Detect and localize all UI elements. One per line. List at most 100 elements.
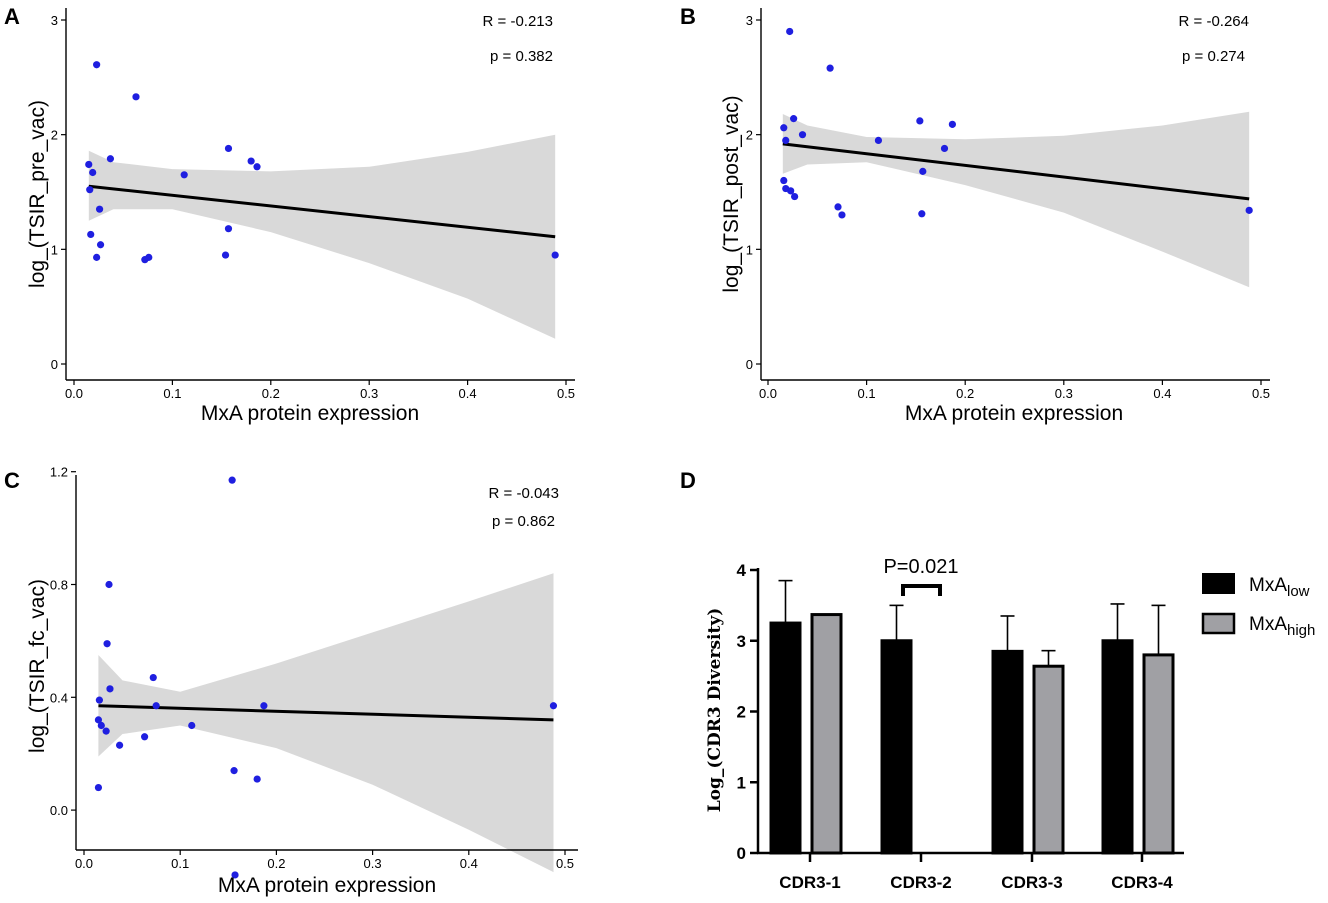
data-point <box>948 120 956 128</box>
panel-b-y-ticks: 0 1 2 3 <box>746 13 761 372</box>
data-point <box>549 702 558 710</box>
panel-b-x-ticks: 0.0 0.1 0.2 0.3 0.4 0.5 <box>759 380 1270 401</box>
panel-b-letter: B <box>680 4 696 29</box>
data-point <box>188 721 196 730</box>
data-point <box>230 767 238 775</box>
panel-d-x-ticks: CDR3-1 CDR3-2 CDR3-3 CDR3-4 <box>779 853 1173 892</box>
legend-label-high: MxAhigh <box>1249 614 1315 639</box>
panel-c-y-ticks: 0.0 0.4 0.8 1.2 <box>50 465 76 818</box>
panel-c-points <box>94 476 558 879</box>
data-point <box>89 168 97 177</box>
panel-c-r-value: R = -0.043 <box>489 485 559 502</box>
bar-y-tick-label: 2 <box>737 703 746 722</box>
bar-x-tick-label: CDR3-4 <box>1111 873 1173 892</box>
data-point <box>231 871 239 879</box>
data-point <box>94 716 103 724</box>
panel-a-x-label: MxA protein expression <box>201 402 419 425</box>
panel-c-y-label: log_(TSIR_fc_vac) <box>26 579 49 753</box>
data-point <box>919 167 927 175</box>
x-tick-label: 0.0 <box>75 856 93 871</box>
panel-c-regression-line <box>98 704 554 722</box>
data-point <box>782 136 790 144</box>
panel-a-r-value: R = -0.213 <box>483 13 553 30</box>
panel-a-y-ticks: 0 1 2 3 <box>51 13 66 372</box>
bar-x-tick-label: CDR3-2 <box>890 873 951 892</box>
x-tick-label: 0.2 <box>956 386 974 401</box>
x-tick-label: 0.3 <box>360 386 378 401</box>
panel-c-p-value: p = 0.862 <box>492 513 555 530</box>
data-point <box>106 155 115 163</box>
legend-label-high-sub: high <box>1287 622 1315 639</box>
data-point <box>87 230 95 239</box>
y-tick-label: 3 <box>746 13 753 28</box>
panel-a-ci-layer <box>88 134 556 339</box>
data-point <box>86 186 94 194</box>
x-tick-label: 0.2 <box>267 856 285 871</box>
data-point <box>916 117 924 125</box>
panel-d-y-ticks: 0 1 2 3 4 <box>737 561 758 863</box>
data-point <box>224 225 233 233</box>
x-tick-label: 0.4 <box>460 856 478 871</box>
panel-c-confidence-band <box>98 573 554 873</box>
data-point <box>1245 206 1253 214</box>
legend-label-low: MxAlow <box>1249 575 1310 600</box>
x-tick-label: 0.5 <box>1252 386 1270 401</box>
data-point <box>103 640 111 648</box>
data-point <box>786 27 794 36</box>
legend-swatch-low <box>1202 573 1235 594</box>
data-point <box>918 210 926 218</box>
panel-d-y-label: Log_(CDR3 Diversity) <box>705 608 725 813</box>
y-tick-label: 1 <box>51 242 58 257</box>
panel-a-points <box>85 61 559 264</box>
data-point <box>96 241 105 249</box>
data-point <box>253 775 261 783</box>
bar-high-cdr3-1 <box>810 613 843 855</box>
panel-d-letter: D <box>680 468 696 493</box>
panel-c-x-label: MxA protein expression <box>218 874 436 897</box>
x-tick-label: 0.2 <box>262 386 280 401</box>
data-point <box>253 163 261 171</box>
data-point <box>145 253 153 261</box>
panel-a-letter: A <box>4 4 20 29</box>
panel-b: B 0 1 2 3 0.0 0.1 0.2 0.3 0.4 0.5 R = -0.264 p =… <box>680 4 1270 425</box>
y-tick-label: 2 <box>51 128 58 143</box>
y-tick-label: 1 <box>746 242 753 257</box>
data-point <box>787 187 795 195</box>
data-point <box>874 136 883 144</box>
legend-label-low-sub: low <box>1287 583 1310 600</box>
panel-c-letter: C <box>4 468 20 493</box>
x-tick-label: 0.1 <box>163 386 181 401</box>
data-point <box>221 251 230 259</box>
bar-low-cdr3-3 <box>991 649 1024 855</box>
x-tick-label: 0.4 <box>1153 386 1171 401</box>
data-point <box>551 251 559 259</box>
data-point <box>224 144 233 153</box>
data-point <box>798 131 807 139</box>
data-point <box>93 253 101 261</box>
x-tick-label: 0.4 <box>459 386 477 401</box>
data-point <box>260 702 268 710</box>
data-point <box>826 64 834 72</box>
data-point <box>228 476 236 484</box>
data-point <box>105 580 113 589</box>
data-point <box>780 176 788 185</box>
legend: MxAlow MxAhigh <box>1201 573 1315 639</box>
data-point <box>790 115 798 123</box>
panel-b-confidence-band <box>782 111 1250 288</box>
y-tick-label: 0.8 <box>50 578 68 593</box>
legend-label-high-main: MxA <box>1249 614 1287 635</box>
panel-b-points <box>780 27 1253 219</box>
panel-d: D 0 1 2 3 4 CDR3-1 CDR3-2 CDR3-3 CDR3-4 Log_(CD… <box>680 468 1315 892</box>
legend-label-low-main: MxA <box>1249 575 1287 596</box>
panel-c-x-ticks: 0.0 0.1 0.2 0.3 0.4 0.5 <box>75 850 574 871</box>
bar-high-cdr3-4 <box>1142 653 1175 855</box>
panel-a-x-ticks: 0.0 0.1 0.2 0.3 0.4 0.5 <box>65 380 575 401</box>
bar-low-cdr3-4 <box>1101 639 1134 855</box>
bar-y-tick-label: 0 <box>737 844 746 863</box>
panel-b-x-label: MxA protein expression <box>905 402 1123 425</box>
bar-x-tick-label: CDR3-3 <box>1001 873 1062 892</box>
panel-c: C 0.0 0.4 0.8 1.2 0.0 0.1 0.2 0.3 0.4 0.5 R = -0… <box>4 465 578 897</box>
x-tick-label: 0.1 <box>858 386 876 401</box>
legend-swatch-high <box>1201 612 1236 635</box>
